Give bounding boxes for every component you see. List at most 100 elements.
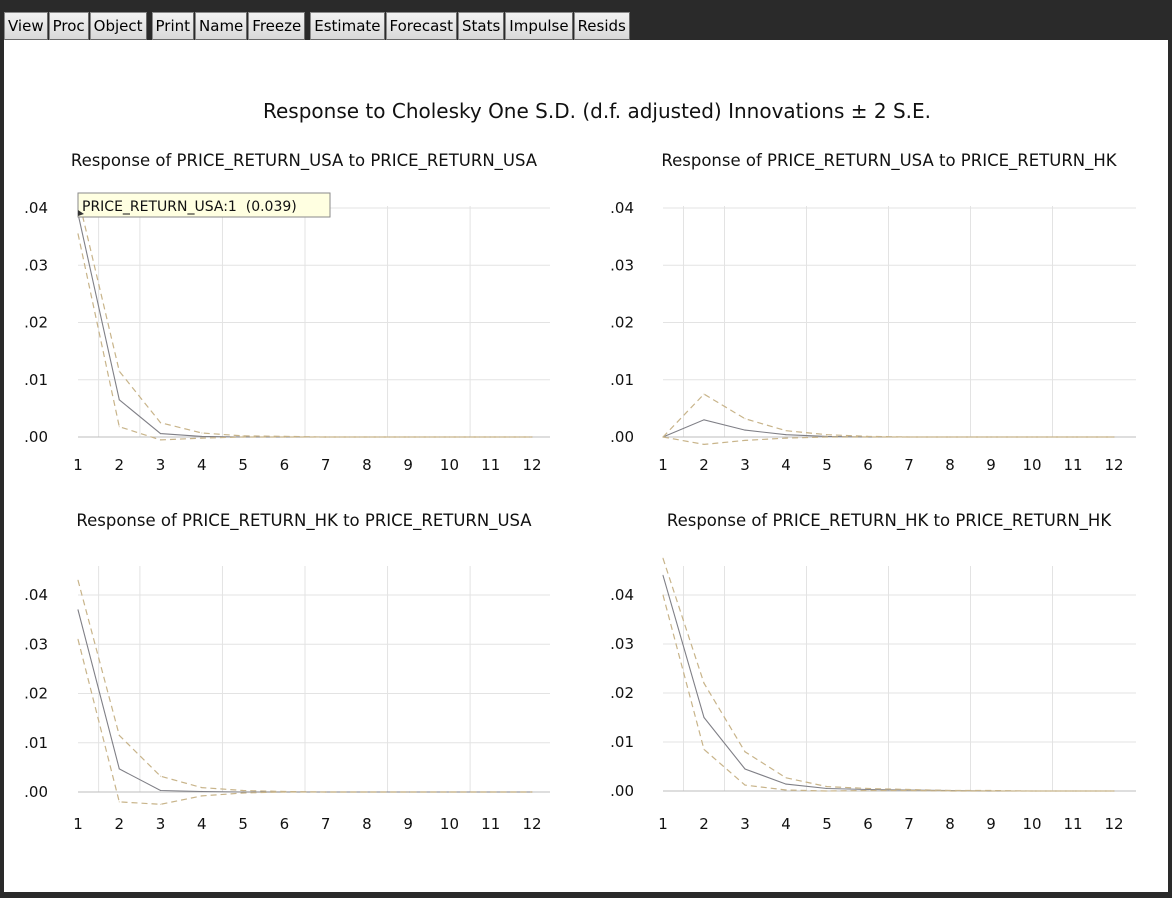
y-tick-label: .04 (610, 199, 634, 217)
lower-point (1113, 436, 1115, 438)
x-tick-label: 10 (1022, 456, 1041, 474)
lower-point (242, 436, 244, 438)
impulse-button[interactable]: Impulse (505, 12, 573, 40)
upper-point (867, 787, 869, 790)
graph-panel: Response to Cholesky One S.D. (d.f. adju… (4, 40, 1168, 892)
lower-point (531, 791, 533, 793)
x-tick-label: 5 (822, 456, 832, 474)
y-tick-label: .03 (24, 256, 48, 274)
resids-button[interactable]: Resids (573, 12, 630, 40)
upper-point (118, 370, 120, 372)
irf-panel-3: Response of PRICE_RETURN_HK to PRICE_RET… (24, 511, 550, 833)
response-point (785, 434, 787, 436)
response-point (744, 429, 746, 431)
x-tick-label: 9 (403, 815, 413, 833)
print-button[interactable]: Print (151, 12, 195, 40)
stats-button[interactable]: Stats (457, 12, 505, 40)
x-tick-label: 8 (945, 456, 955, 474)
x-tick-label: 6 (863, 456, 873, 474)
x-tick-label: 6 (280, 456, 290, 474)
lower-point (1031, 790, 1033, 792)
upper-point (703, 393, 705, 395)
upper-point (662, 557, 664, 559)
lower-point (744, 439, 746, 442)
lower-point (1031, 436, 1033, 438)
upper-point (242, 789, 244, 792)
view-button[interactable]: View (4, 12, 48, 40)
y-tick-label: .00 (610, 782, 634, 800)
lower-point (949, 436, 951, 438)
x-tick-label: 4 (781, 815, 791, 833)
response-point (703, 419, 705, 421)
y-tick-label: .00 (610, 428, 634, 446)
lower-point (531, 436, 533, 438)
y-tick-label: .02 (610, 684, 634, 702)
lower-point (908, 436, 910, 438)
lower-point (990, 436, 992, 438)
y-tick-label: .01 (610, 371, 634, 389)
x-tick-label: 8 (362, 815, 372, 833)
estimate-button[interactable]: Estimate (310, 12, 385, 40)
lower-point (283, 791, 285, 793)
toolbar-group: Estimate Forecast Stats Impulse Resids (310, 12, 631, 40)
panel-title: Response of PRICE_RETURN_HK to PRICE_RET… (76, 511, 532, 531)
y-tick-label: .01 (610, 733, 634, 751)
lower-point (325, 791, 327, 793)
irf-panel-1: Response of PRICE_RETURN_USA to PRICE_RE… (24, 151, 550, 474)
lower-band-line (662, 436, 1114, 446)
object-button[interactable]: Object (89, 12, 147, 40)
upper-point (118, 734, 120, 736)
x-tick-label: 5 (238, 456, 248, 474)
x-tick-label: 6 (280, 815, 290, 833)
x-tick-label: 7 (321, 456, 331, 474)
forecast-button[interactable]: Forecast (385, 12, 457, 40)
upper-point (826, 785, 828, 788)
x-tick-label: 3 (156, 456, 166, 474)
y-tick-label: .03 (610, 256, 634, 274)
y-tick-label: .02 (610, 314, 634, 332)
x-tick-label: 5 (822, 815, 832, 833)
upper-point (201, 786, 203, 789)
lower-point (118, 801, 120, 803)
lower-point (826, 790, 828, 792)
x-tick-label: 10 (440, 815, 459, 833)
x-tick-label: 3 (740, 456, 750, 474)
lower-point (407, 791, 409, 793)
lower-point (490, 791, 492, 793)
x-tick-label: 11 (481, 815, 500, 833)
y-tick-label: .04 (610, 586, 634, 604)
panel-title: Response of PRICE_RETURN_USA to PRICE_RE… (71, 151, 538, 171)
toolbar: View Proc Object Print Name Freeze Estimate For… (4, 12, 635, 40)
impulse-response-graph: Response to Cholesky One S.D. (d.f. adju… (24, 99, 1136, 833)
lower-point (490, 436, 492, 438)
lower-point (366, 791, 368, 793)
x-tick-label: 10 (440, 456, 459, 474)
x-tick-label: 12 (1104, 456, 1123, 474)
response-point (201, 435, 203, 438)
lower-point (785, 437, 787, 439)
lower-point (908, 789, 910, 792)
freeze-button[interactable]: Freeze (248, 12, 306, 40)
lower-point (1072, 790, 1074, 792)
upper-point (785, 430, 787, 432)
lower-band-line (77, 639, 532, 805)
x-tick-label: 12 (522, 456, 541, 474)
lower-point (366, 436, 368, 438)
upper-point (744, 751, 746, 753)
x-tick-label: 2 (114, 815, 124, 833)
y-tick-label: .03 (610, 635, 634, 653)
lower-point (826, 436, 828, 438)
x-tick-label: 1 (658, 815, 668, 833)
lower-point (159, 803, 162, 805)
upper-point (242, 435, 244, 437)
x-tick-label: 7 (904, 456, 914, 474)
y-tick-label: .01 (24, 734, 48, 752)
y-tick-label: .00 (24, 783, 48, 801)
proc-button[interactable]: Proc (48, 12, 89, 40)
x-tick-label: 7 (321, 815, 331, 833)
name-button[interactable]: Name (195, 12, 248, 40)
response-point (118, 768, 120, 770)
response-point (159, 789, 162, 792)
x-tick-label: 2 (699, 815, 709, 833)
